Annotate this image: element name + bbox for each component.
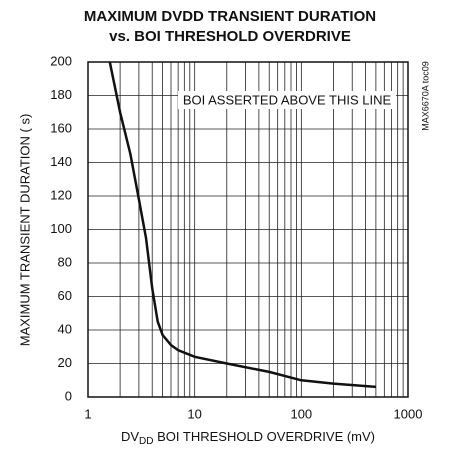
y-tick-label: 200 xyxy=(50,53,72,68)
y-tick-label: 160 xyxy=(50,120,72,135)
y-tick-label: 60 xyxy=(58,288,72,303)
x-label-sub: DD xyxy=(139,436,153,447)
y-tick-label: 80 xyxy=(58,254,72,269)
chart-title: MAXIMUM DVDD TRANSIENT DURATION xyxy=(84,8,376,25)
y-axis-label: MAXIMUM TRANSIENT DURATION ( s) xyxy=(17,114,32,347)
y-tick-label: 40 xyxy=(58,321,72,336)
y-tick-label: 0 xyxy=(65,388,72,403)
x-label-part: DV xyxy=(121,429,139,444)
y-tick-label: 100 xyxy=(50,221,72,236)
y-tick-label: 180 xyxy=(50,87,72,102)
x-label-part: BOI THRESHOLD OVERDRIVE (mV) xyxy=(154,429,376,444)
annotation-bg xyxy=(178,91,396,109)
y-tick-label: 20 xyxy=(58,355,72,370)
y-tick-label: 120 xyxy=(50,187,72,202)
x-axis-label: DVDD BOI THRESHOLD OVERDRIVE (mV) xyxy=(121,429,375,446)
annotation: BOI ASSERTED ABOVE THIS LINE xyxy=(183,92,392,107)
chart-title: vs. BOI THRESHOLD OVERDRIVE xyxy=(109,28,351,45)
data-line xyxy=(108,61,376,389)
side-label: MAX6670A toc09 xyxy=(420,61,430,131)
x-tick-label: 10 xyxy=(187,406,201,421)
x-tick-label: 100 xyxy=(290,406,312,421)
x-tick-label: 1 xyxy=(84,406,91,421)
x-tick-label: 1000 xyxy=(394,406,423,421)
y-tick-label: 140 xyxy=(50,154,72,169)
plot-frame xyxy=(87,61,409,398)
